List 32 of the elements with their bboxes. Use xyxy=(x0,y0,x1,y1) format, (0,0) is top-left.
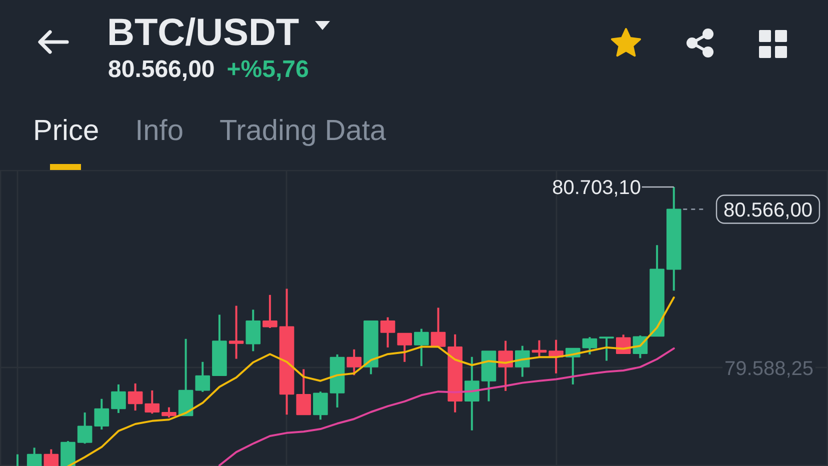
candlestick xyxy=(346,348,362,376)
candlestick xyxy=(144,389,160,415)
candlestick xyxy=(582,336,598,356)
chart-title: BTC/USDT xyxy=(107,11,300,55)
y-tick-label: 79.588,25 xyxy=(724,358,814,380)
candlestick xyxy=(195,360,210,393)
annotation: 80.703,10 xyxy=(552,177,642,200)
candlestick xyxy=(246,308,261,352)
candlestick xyxy=(162,406,176,419)
text: Price xyxy=(33,114,100,149)
candlestick xyxy=(430,306,446,348)
candlestick xyxy=(228,304,244,360)
candlestick xyxy=(111,383,126,414)
candlestick xyxy=(94,398,110,431)
line-series xyxy=(218,347,675,466)
candlestick xyxy=(414,328,429,368)
candlestick xyxy=(599,336,614,362)
candlestick xyxy=(77,411,92,445)
candlestick xyxy=(380,316,396,348)
chart-subtitle: 80.566,00 +%5,76 xyxy=(108,56,309,84)
candlestick xyxy=(313,390,328,421)
y-tick-label: 80.566,00 xyxy=(724,199,812,222)
text: Trading Data xyxy=(219,114,386,149)
line-series xyxy=(66,296,675,466)
candlestick xyxy=(498,340,513,392)
candlestick xyxy=(397,332,412,363)
candlestick xyxy=(532,339,547,358)
text: Info xyxy=(135,114,184,149)
candlestick xyxy=(464,356,480,432)
candlestick xyxy=(262,294,278,329)
candlestick xyxy=(128,382,143,412)
candlestick xyxy=(296,368,312,416)
